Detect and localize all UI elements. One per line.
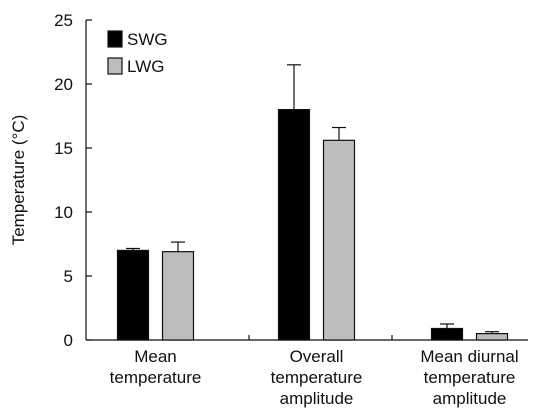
- x-tick-label: Mean temperature: [110, 347, 202, 387]
- error-bars-layer: [126, 64, 499, 334]
- legend-swatch: [107, 30, 123, 48]
- bar: [161, 251, 195, 341]
- legend: SWG LWG: [107, 30, 168, 76]
- x-axis-ticks: Mean temperature Overall temperature amplitu…: [110, 335, 519, 408]
- bar: [430, 327, 464, 341]
- y-axis-title: Temperature (°C): [9, 115, 28, 246]
- x-tick-label: Mean diurnal temperature amplitude: [420, 347, 518, 408]
- legend-label: LWG: [127, 57, 164, 76]
- y-axis-ticks: 0 5 10 15 20 25: [54, 11, 92, 350]
- bars-layer: [116, 108, 509, 341]
- y-tick-label: 0: [64, 331, 73, 350]
- bar: [475, 333, 509, 341]
- y-tick-label: 20: [54, 75, 73, 94]
- legend-swatch: [107, 57, 123, 75]
- y-tick-label: 15: [54, 139, 73, 158]
- bar: [322, 139, 356, 341]
- y-tick-label: 10: [54, 203, 73, 222]
- y-tick-label: 25: [54, 11, 73, 30]
- bar: [116, 249, 150, 341]
- y-tick-label: 5: [64, 267, 73, 286]
- x-tick-label: Overall temperature amplitude: [271, 347, 363, 408]
- bar: [277, 108, 311, 341]
- plot-area: 0 5 10 15 20 25 Mean temperature Overall tempera…: [54, 11, 528, 408]
- legend-label: SWG: [127, 30, 168, 49]
